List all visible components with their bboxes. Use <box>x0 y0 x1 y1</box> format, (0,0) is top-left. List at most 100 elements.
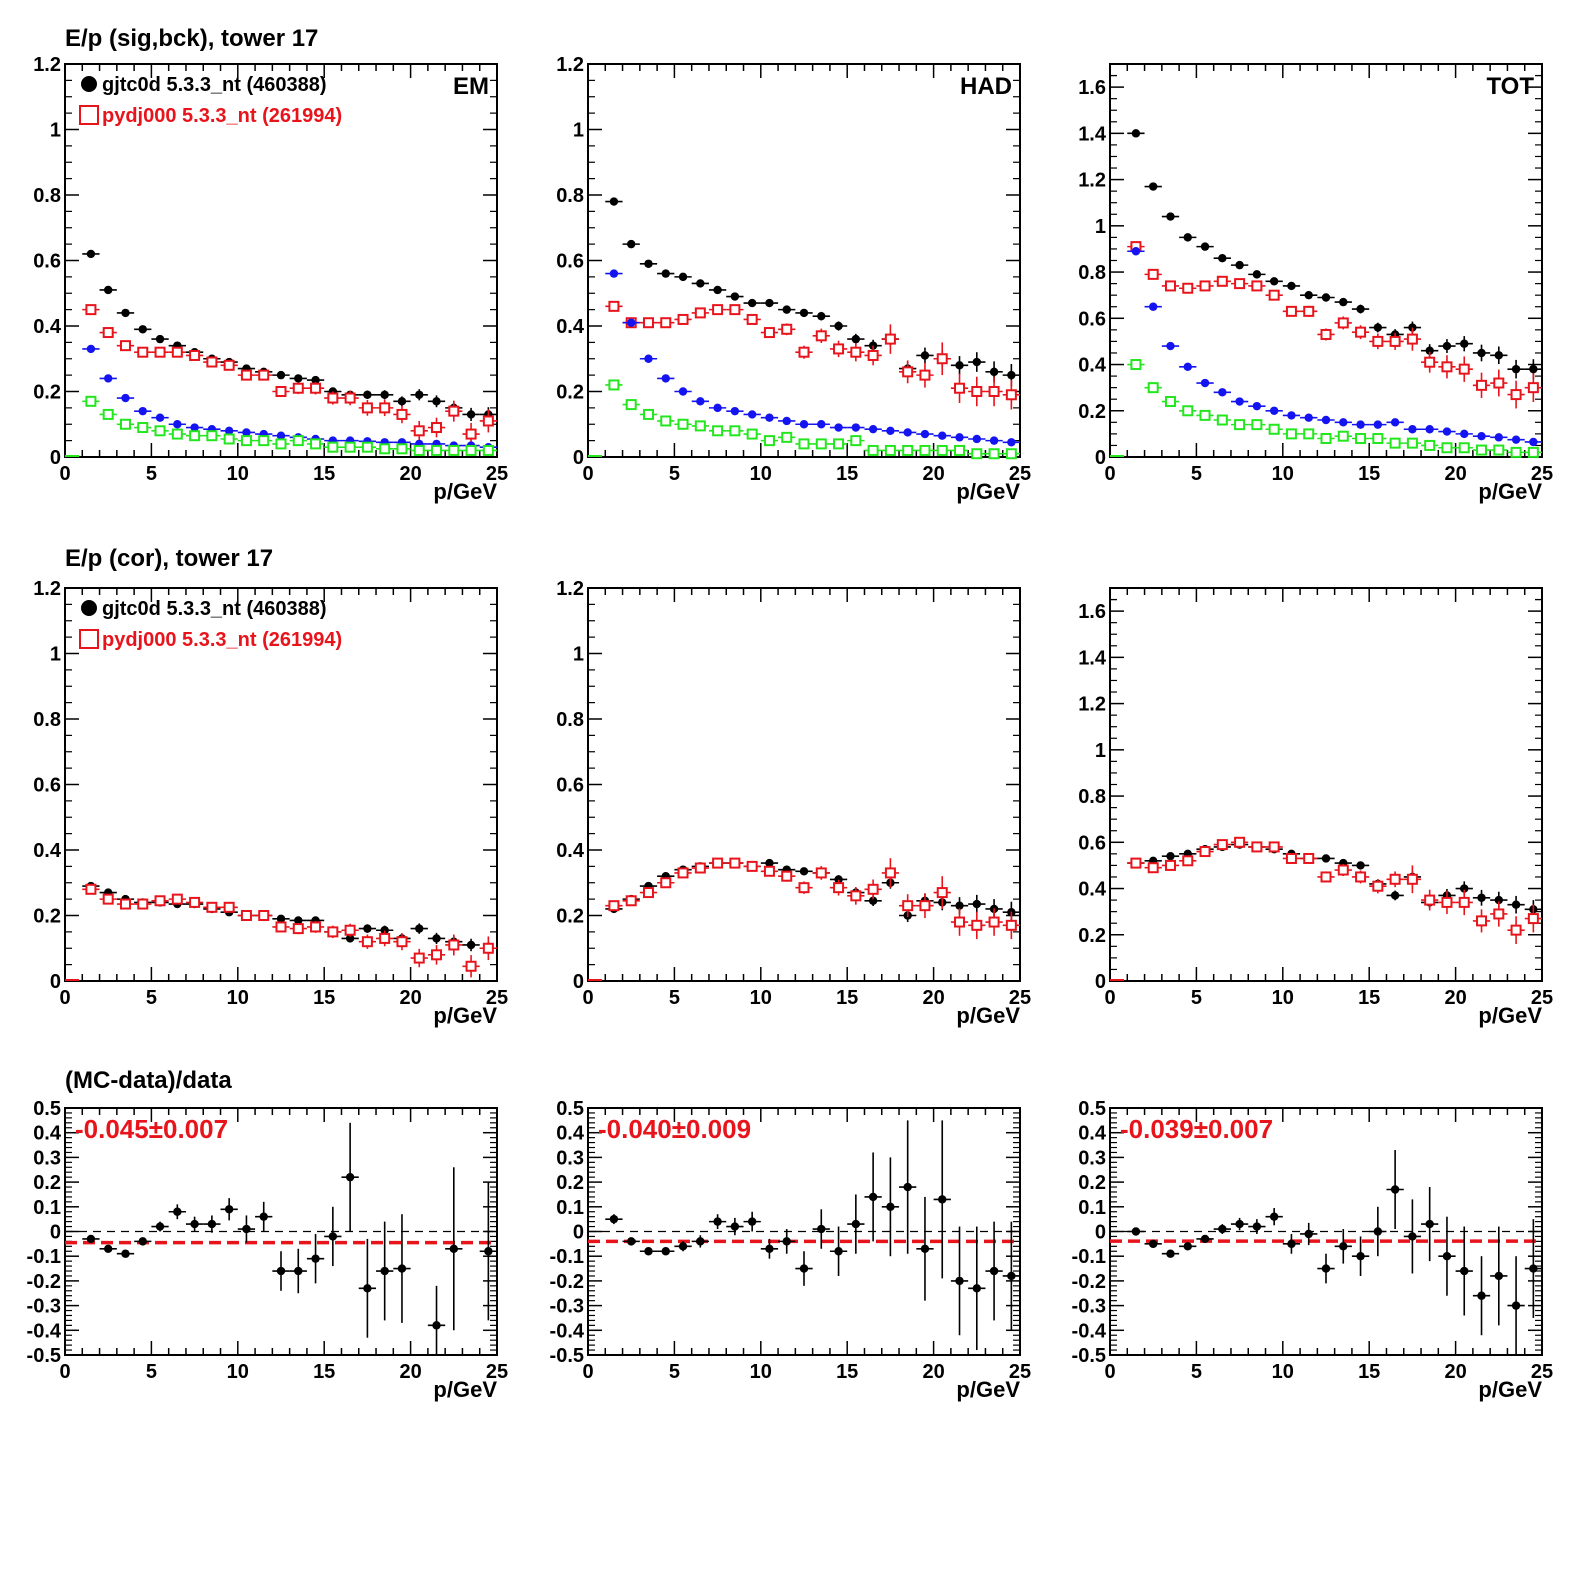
x-tick-label: 10 <box>227 463 249 485</box>
data-point <box>189 430 201 442</box>
data-point <box>171 428 183 440</box>
data-point <box>1269 1212 1279 1221</box>
fit-value-label: -0.039±0.007 <box>1120 1114 1273 1144</box>
y-tick-label: 1.2 <box>33 54 61 76</box>
x-tick-label: 5 <box>669 987 680 1009</box>
data-point <box>1527 446 1539 458</box>
data-point <box>1425 346 1434 355</box>
chart-sig-had: 0 5 10 15 20 25 0 0.2 0.4 0.6 0.8 1 1.2 p/GeV HAD <box>556 54 1031 504</box>
series-background <box>1127 359 1542 458</box>
y-tick-label: 0.1 <box>1078 1197 1106 1219</box>
legend: gjtc0d 5.3.3_nt (460388) pydj000 5.3.3_nt… <box>79 74 342 127</box>
data-point <box>1218 253 1227 263</box>
data-point <box>868 341 878 350</box>
data-point <box>1373 420 1383 429</box>
data-point <box>763 327 775 339</box>
data-point <box>344 392 356 404</box>
data-point <box>903 428 912 437</box>
legend-label: pydj000 5.3.3_nt (261994) <box>102 629 342 651</box>
data-point <box>798 882 810 894</box>
y-tick-label: -0.1 <box>550 1246 584 1268</box>
data-point <box>1460 1266 1469 1276</box>
y-tick-label: 0.4 <box>556 1123 585 1145</box>
y-tick-label: 0.4 <box>556 316 585 338</box>
data-point <box>782 1237 791 1246</box>
data-point <box>1166 1249 1175 1258</box>
data-point <box>275 921 287 933</box>
data-point <box>867 883 879 895</box>
data-point <box>1390 891 1400 900</box>
x-tick-label: 15 <box>836 987 858 1009</box>
data-point <box>817 1224 826 1234</box>
x-tick-label: 25 <box>1009 1361 1031 1383</box>
data-point <box>258 369 270 381</box>
data-point <box>86 249 96 259</box>
data-point <box>1337 430 1349 442</box>
x-tick-label: 25 <box>486 463 508 485</box>
y-tick-label: 0.6 <box>556 775 584 797</box>
data-point <box>660 877 672 889</box>
data-point <box>903 1182 912 1192</box>
data-point <box>1321 1264 1331 1273</box>
data-point <box>190 1219 199 1229</box>
data-point <box>1200 378 1210 388</box>
row-title-0: E/p (sig,bck), tower 17 <box>65 25 318 52</box>
data-point <box>1200 242 1210 251</box>
y-tick-label: 1.6 <box>1078 601 1106 623</box>
data-point <box>989 436 999 445</box>
data-point <box>137 898 149 910</box>
data-point <box>85 395 97 407</box>
data-point <box>884 444 896 456</box>
x-tick-label: 25 <box>1009 463 1031 485</box>
data-point <box>224 426 234 435</box>
data-point <box>884 333 896 345</box>
data-point <box>431 949 443 961</box>
data-point <box>799 420 809 429</box>
data-point <box>102 408 114 420</box>
data-point <box>625 895 637 907</box>
series-ratio <box>1127 1149 1542 1355</box>
data-point <box>1442 427 1452 436</box>
data-point <box>902 900 914 912</box>
y-tick-label: -0.4 <box>1072 1320 1107 1342</box>
data-point <box>242 1224 251 1234</box>
data-point <box>660 317 672 329</box>
data-point <box>258 910 270 921</box>
legend-marker-square <box>79 629 99 649</box>
y-tick-label: 1.2 <box>1078 170 1106 192</box>
data-point <box>694 420 706 432</box>
y-tick-label: 1 <box>1095 740 1106 762</box>
data-point <box>379 443 391 455</box>
x-tick-label: 15 <box>1358 1361 1380 1383</box>
data-point <box>396 443 408 455</box>
data-point <box>1424 894 1436 906</box>
data-point <box>1527 913 1539 925</box>
data-point <box>294 1266 303 1276</box>
data-point <box>86 344 96 354</box>
data-point <box>644 1247 653 1256</box>
data-point <box>396 936 408 948</box>
data-point <box>207 1219 217 1229</box>
panel-label: TOT <box>1486 73 1534 100</box>
y-tick-label: 1 <box>573 644 584 666</box>
data-point <box>833 343 845 355</box>
data-point <box>1390 1185 1400 1194</box>
data-point <box>223 901 235 913</box>
y-tick-label: -0.5 <box>27 1345 61 1367</box>
y-tick-label: -0.3 <box>27 1296 61 1318</box>
y-tick-label: 1 <box>50 644 61 666</box>
data-point <box>763 865 775 877</box>
x-tick-label: 5 <box>146 1361 157 1383</box>
data-point <box>627 239 636 249</box>
data-point <box>1356 304 1365 314</box>
y-tick-label: 0.4 <box>33 1123 62 1145</box>
data-point <box>465 428 477 440</box>
legend-marker-square <box>79 105 99 125</box>
data-point <box>1389 873 1401 885</box>
y-tick-label: 0.8 <box>556 709 584 731</box>
y-tick-label: 0.5 <box>1078 1098 1106 1120</box>
data-point <box>938 1195 947 1204</box>
data-point <box>1460 429 1469 439</box>
data-point <box>154 895 166 907</box>
data-point <box>104 1244 113 1253</box>
